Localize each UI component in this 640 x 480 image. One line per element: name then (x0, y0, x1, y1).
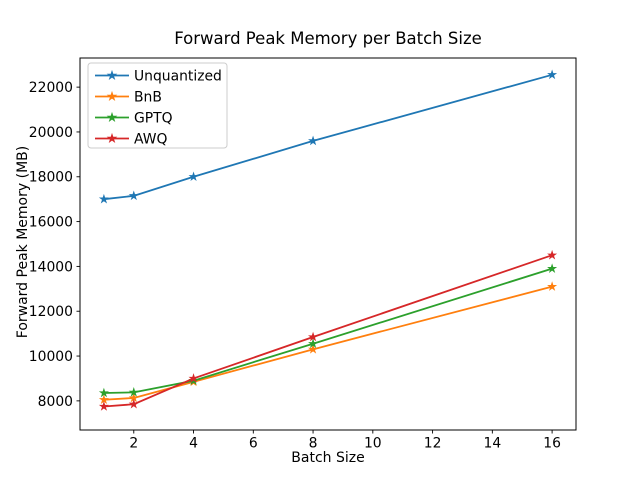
chart-title: Forward Peak Memory per Batch Size (174, 29, 482, 48)
x-tick-label: 14 (483, 436, 501, 452)
y-tick-label: 20000 (29, 125, 73, 141)
y-tick-label: 10000 (29, 349, 73, 365)
legend-box (87, 62, 228, 149)
x-tick-label: 12 (424, 436, 442, 452)
series-marker-awq (98, 401, 109, 411)
series-line-awq (103, 254, 553, 408)
axes-frame (79, 57, 577, 431)
series-marker-gptq (128, 387, 139, 397)
series-marker-gptq (98, 387, 109, 398)
legend-marker-gptq (106, 111, 118, 123)
series-marker-awq (308, 331, 319, 342)
legend-marker-unquantized (106, 69, 118, 81)
series-marker-unquantized (188, 171, 199, 182)
series-line-gptq (103, 267, 553, 394)
legend-label-awq: AWQ (134, 132, 167, 148)
legend-marker-bnb (106, 90, 118, 102)
legend-marker-awq (106, 132, 118, 144)
y-tick-label: 18000 (29, 170, 73, 186)
x-tick-label: 16 (543, 436, 561, 452)
series-marker-awq (128, 398, 139, 409)
y-tick-label: 16000 (29, 214, 73, 230)
y-tick-label: 22000 (29, 80, 73, 96)
x-tick-label: 4 (189, 436, 198, 452)
series-marker-bnb (128, 392, 139, 403)
x-tick-label: 8 (309, 436, 318, 452)
x-tick-label: 2 (129, 436, 138, 452)
series-marker-unquantized (547, 69, 558, 80)
series-marker-unquantized (98, 193, 109, 204)
series-marker-gptq (547, 263, 558, 273)
series-marker-unquantized (128, 190, 139, 201)
series-marker-bnb (547, 281, 558, 291)
legend-label-unquantized: Unquantized (134, 69, 222, 85)
y-tick-label: 12000 (29, 304, 73, 320)
series-line-bnb (103, 285, 553, 401)
series-marker-awq (188, 373, 199, 383)
series-marker-awq (547, 249, 558, 260)
legend-label-gptq: GPTQ (134, 111, 173, 127)
series-marker-gptq (308, 338, 319, 349)
x-axis-label: Batch Size (291, 450, 365, 466)
y-axis-label: Forward Peak Memory (MB) (15, 145, 31, 339)
series-marker-bnb (98, 394, 109, 405)
legend: Unquantized BnB GPTQ AWQ (87, 62, 228, 149)
x-tick-label: 10 (364, 436, 382, 452)
series-marker-bnb (308, 344, 319, 354)
y-tick-label: 14000 (29, 259, 73, 275)
y-tick-label: 8000 (38, 394, 73, 410)
x-tick-label: 6 (249, 436, 258, 452)
legend-label-bnb: BnB (134, 90, 162, 106)
series-marker-unquantized (308, 135, 319, 146)
